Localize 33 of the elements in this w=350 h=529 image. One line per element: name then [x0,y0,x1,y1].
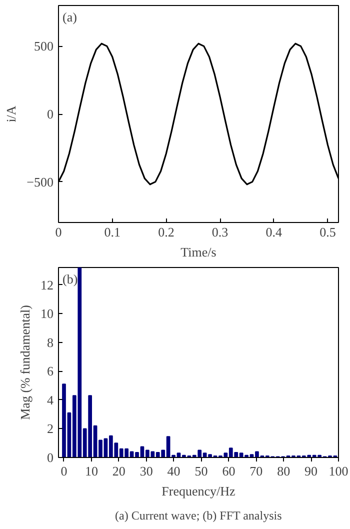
y-tick-label: 0 [47,106,54,122]
annotation: (b) [62,272,78,286]
x-tick-label: 0.3 [212,224,228,240]
y-tick-label: 500 [34,38,54,54]
y-tick-label: 8 [47,334,54,350]
x-tick-label: 40 [167,464,180,478]
x-tick-label: 60 [222,464,236,478]
y-tick-label: −500 [26,174,54,190]
x-tick-label: 0.2 [158,224,174,240]
y-tick-label: 0 [47,450,54,465]
x-tick-label: 0.4 [266,224,283,240]
x-tick-label: 90 [304,464,318,478]
y-tick-label: 4 [47,392,54,408]
x-tick-label: 100 [328,464,348,478]
x-tick-label: 0.5 [320,224,336,240]
x-tick-label: 0.1 [104,224,120,240]
y-tick-label: 2 [47,421,54,436]
x-tick-label: 20 [112,464,126,478]
x-tick-label: 30 [140,464,153,478]
y-axis-title: Mag (% fundamental) [18,305,32,420]
x-axis-title: Time/s [180,244,216,260]
x-tick-label: 70 [250,464,263,478]
x-tick-label: 50 [194,464,208,478]
x-axis-title: Frequency/Hz [162,484,236,498]
x-tick-label: 10 [84,464,98,478]
y-tick-label: 6 [47,364,54,379]
y-axis-title: i/A [4,105,19,122]
x-tick-label: 0 [60,464,68,478]
x-tick-label: 80 [277,464,290,478]
annotation: (a) [62,10,77,24]
y-tick-label: 10 [40,306,54,322]
text: (a) Current wave; (b) FFT analysis [115,508,282,522]
y-tick-label: 12 [40,277,54,292]
